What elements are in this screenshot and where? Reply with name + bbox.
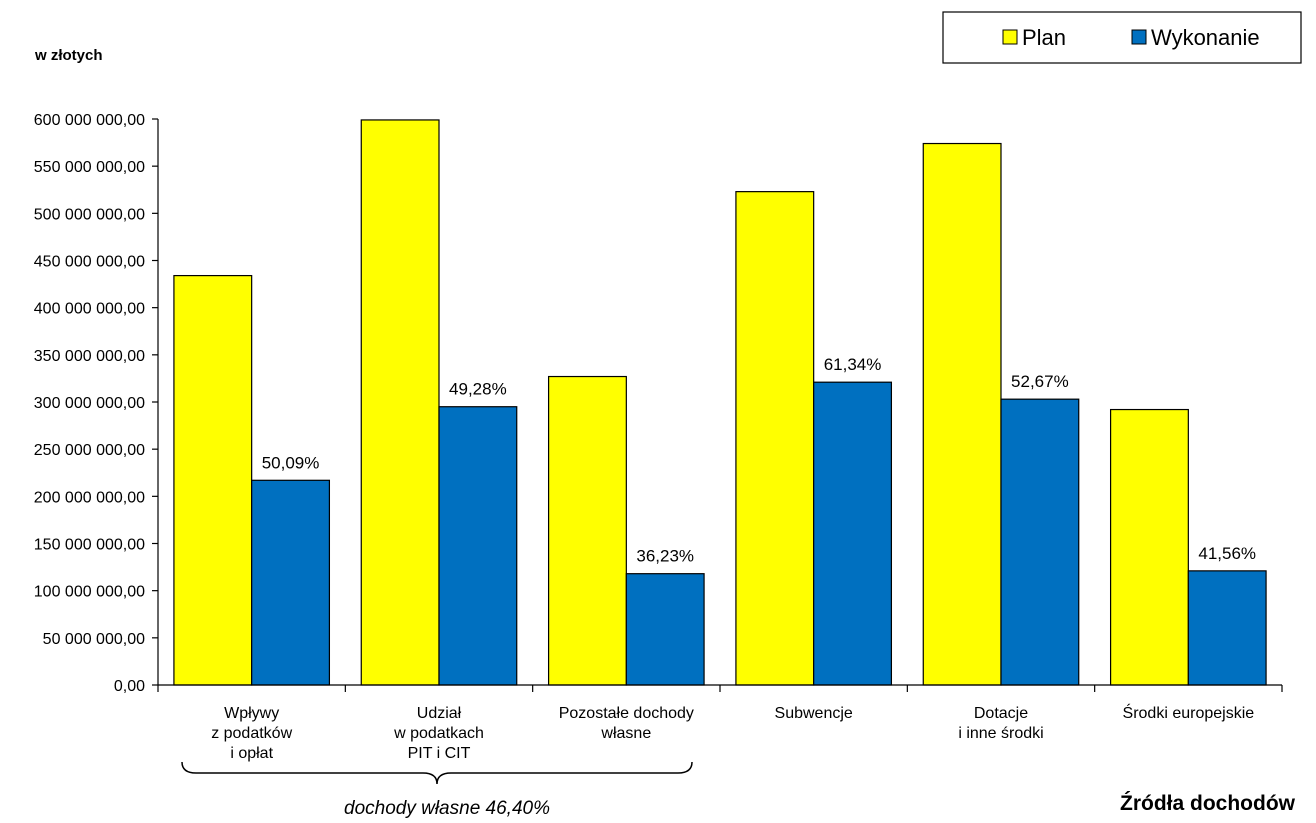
bar-plan-0 xyxy=(173,274,253,686)
bar-plan-2 xyxy=(547,375,627,686)
legend-swatch-plan xyxy=(1002,29,1018,45)
data-label: 61,34% xyxy=(824,355,882,374)
legend: Plan Wykonanie xyxy=(942,11,1302,64)
x-category-label: Wpływy z podatków i opłat xyxy=(211,705,292,762)
legend-label-wykonanie: Wykonanie xyxy=(1151,25,1260,50)
y-tick-label: 0,00 xyxy=(114,678,145,695)
bar-wykonanie-4 xyxy=(1000,398,1080,686)
legend-swatch-wykonanie xyxy=(1131,29,1147,45)
bars: 50,09% 49,28% 36,23% 61,34% 52,67% 41,56% xyxy=(173,119,1267,686)
x-category-label: Pozostałe dochody własne xyxy=(559,705,694,742)
y-tick-label: 550 000 000,00 xyxy=(34,159,145,176)
own-income-bracket xyxy=(181,761,693,785)
bar-plan-3 xyxy=(735,191,815,686)
y-tick-label: 450 000 000,00 xyxy=(34,254,145,271)
legend-label-plan: Plan xyxy=(1022,25,1066,50)
data-label: 36,23% xyxy=(636,547,694,566)
x-category-label: Subwencje xyxy=(775,705,853,722)
bar-plan-4 xyxy=(922,142,1002,686)
data-label: 52,67% xyxy=(1011,372,1069,391)
bar-wykonanie-3 xyxy=(813,381,893,686)
y-tick-label: 500 000 000,00 xyxy=(34,206,145,223)
y-tick-label: 250 000 000,00 xyxy=(34,442,145,459)
y-tick-label: 150 000 000,00 xyxy=(34,537,145,554)
y-tick-label: 300 000 000,00 xyxy=(34,395,145,412)
data-label: 41,56% xyxy=(1198,544,1256,563)
bar-wykonanie-2 xyxy=(625,573,705,686)
bar-wykonanie-5 xyxy=(1187,570,1267,686)
bar-wykonanie-1 xyxy=(438,406,518,686)
y-tick-label: 600 000 000,00 xyxy=(34,112,145,129)
bar-plan-5 xyxy=(1109,408,1189,686)
x-axis: Wpływy z podatków i opłat Udział w podatkach… xyxy=(157,684,1283,762)
x-category-label: Dotacje i inne środki xyxy=(958,705,1043,742)
y-axis: 0,00 50 000 000,00 100 000 000,00 150 000 0… xyxy=(34,112,159,695)
y-tick-label: 50 000 000,00 xyxy=(43,631,145,648)
y-tick-label: 350 000 000,00 xyxy=(34,348,145,365)
y-tick-label: 200 000 000,00 xyxy=(34,489,145,506)
own-income-note: dochody własne 46,40% xyxy=(344,798,550,819)
y-axis-label: w złotych xyxy=(34,47,103,64)
bar-plan-1 xyxy=(360,119,440,686)
bar-wykonanie-0 xyxy=(251,479,331,686)
x-axis-title: Źródła dochodów xyxy=(1120,792,1296,815)
x-category-label: Środki europejskie xyxy=(1123,703,1255,722)
data-label: 50,09% xyxy=(262,453,320,472)
y-tick-label: 400 000 000,00 xyxy=(34,301,145,318)
y-tick-label: 100 000 000,00 xyxy=(34,584,145,601)
x-category-label: Udział w podatkach PIT i CIT xyxy=(393,705,484,762)
data-label: 49,28% xyxy=(449,380,507,399)
